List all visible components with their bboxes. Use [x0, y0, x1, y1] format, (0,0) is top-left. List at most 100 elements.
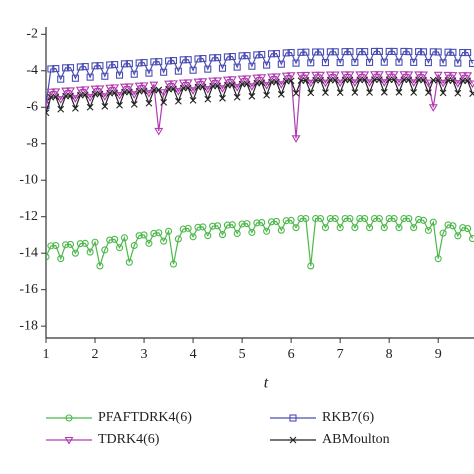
- marker: [370, 47, 379, 55]
- marker: [409, 79, 419, 88]
- marker: [351, 224, 359, 232]
- marker: [302, 77, 310, 84]
- marker: [311, 71, 321, 80]
- marker: [111, 235, 119, 243]
- marker: [282, 217, 290, 225]
- marker: [198, 78, 208, 86]
- marker: [415, 48, 423, 56]
- marker: [449, 77, 457, 85]
- marker: [439, 229, 447, 237]
- marker: [56, 96, 66, 104]
- marker: [101, 102, 109, 110]
- marker: [145, 239, 153, 247]
- marker: [272, 50, 280, 58]
- series-line: [46, 73, 474, 139]
- y-tick-label: -8: [26, 136, 38, 151]
- x-tick-label: 4: [190, 347, 197, 362]
- marker: [105, 84, 115, 93]
- marker: [459, 224, 467, 232]
- marker: [453, 80, 463, 88]
- marker: [423, 79, 433, 88]
- marker: [297, 214, 305, 223]
- marker: [307, 59, 315, 67]
- marker: [429, 218, 437, 226]
- marker: [52, 241, 60, 250]
- marker: [346, 214, 354, 223]
- marker: [434, 255, 442, 263]
- marker: [199, 55, 207, 63]
- marker: [233, 63, 241, 71]
- marker: [70, 95, 80, 103]
- marker: [361, 76, 369, 84]
- marker: [379, 79, 389, 87]
- marker: [150, 58, 158, 66]
- marker: [222, 76, 232, 85]
- marker: [145, 99, 153, 107]
- marker: [434, 76, 442, 84]
- marker: [90, 85, 100, 94]
- marker: [361, 48, 369, 56]
- marker: [307, 89, 315, 97]
- marker: [135, 59, 143, 67]
- marker: [419, 71, 428, 80]
- marker: [67, 92, 74, 100]
- marker: [52, 93, 60, 101]
- marker: [405, 214, 413, 223]
- marker: [95, 85, 105, 94]
- marker: [404, 71, 414, 80]
- marker: [111, 61, 119, 69]
- marker: [331, 76, 339, 84]
- marker: [419, 216, 428, 224]
- marker: [351, 58, 359, 66]
- marker: [243, 80, 251, 88]
- marker: [277, 90, 285, 98]
- marker: [75, 86, 85, 95]
- marker: [130, 241, 138, 250]
- marker: [438, 79, 448, 88]
- marker: [237, 75, 247, 84]
- marker: [380, 58, 388, 66]
- marker: [459, 48, 467, 57]
- marker: [129, 91, 139, 99]
- series-line: [46, 79, 474, 113]
- marker: [194, 223, 202, 231]
- marker: [160, 98, 168, 106]
- marker: [169, 260, 178, 268]
- marker: [188, 87, 198, 95]
- marker: [469, 90, 474, 97]
- marker: [326, 48, 334, 56]
- marker: [390, 214, 398, 223]
- marker: [449, 222, 457, 230]
- marker: [410, 224, 418, 232]
- marker: [380, 88, 388, 96]
- marker: [155, 58, 163, 66]
- marker: [289, 436, 297, 444]
- marker: [346, 76, 354, 84]
- marker: [425, 89, 432, 97]
- marker: [439, 89, 447, 97]
- marker: [139, 82, 149, 90]
- marker: [209, 54, 217, 62]
- marker: [96, 262, 104, 270]
- marker: [119, 83, 129, 92]
- marker: [341, 48, 349, 56]
- marker: [81, 63, 89, 71]
- marker: [76, 63, 84, 71]
- marker: [330, 71, 340, 80]
- marker: [258, 79, 266, 87]
- marker: [271, 73, 281, 82]
- marker: [424, 59, 432, 67]
- marker: [243, 220, 251, 228]
- marker: [140, 59, 148, 67]
- marker: [458, 72, 468, 80]
- marker: [189, 233, 197, 241]
- marker: [464, 77, 472, 85]
- marker: [61, 87, 71, 96]
- marker: [331, 214, 339, 223]
- marker: [228, 221, 236, 229]
- marker: [154, 127, 164, 136]
- marker: [321, 59, 330, 67]
- marker: [429, 48, 437, 56]
- marker: [57, 255, 65, 263]
- marker: [155, 229, 163, 237]
